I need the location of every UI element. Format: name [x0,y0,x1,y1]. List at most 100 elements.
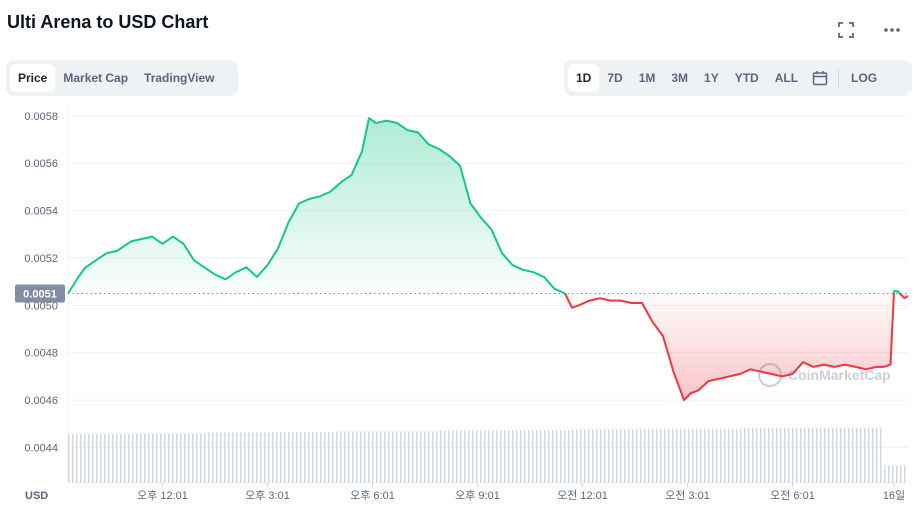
volume-bar [856,427,858,483]
tab-tradingview[interactable]: TradingView [144,71,215,85]
volume-bar [644,428,646,483]
volume-bar [484,430,486,483]
volume-bar [116,433,118,483]
volume-bar [256,432,258,483]
volume-bar [76,433,78,483]
volume-bar [600,429,602,483]
volume-bar [524,430,526,483]
volume-bar [564,430,566,483]
volume-bar [460,430,462,483]
y-tick-label: 0.0050 [24,300,58,312]
volume-bar [80,433,82,483]
volume-bar [292,431,294,483]
y-tick-label: 0.0044 [24,442,58,454]
volume-bar [892,465,894,483]
range-1m[interactable]: 1M [638,71,656,85]
volume-bar [296,431,298,483]
volume-bar [184,433,186,483]
volume-bar [672,428,674,483]
x-tick-label: 오후 3:01 [245,489,290,502]
range-7d[interactable]: 7D [607,71,623,85]
volume-bar [388,431,390,483]
volume-bar [476,430,478,483]
range-ytd[interactable]: YTD [734,71,759,85]
volume-bar [836,427,838,483]
volume-bar [516,430,518,483]
volume-bar [552,430,554,483]
volume-bar [648,428,650,483]
top-actions [834,18,904,42]
range-all[interactable]: ALL [774,71,799,85]
volume-bar [192,433,194,483]
volume-bar [884,465,886,483]
volume-bar [164,433,166,483]
volume-bar [368,431,370,483]
y-tick-label: 0.0058 [24,111,58,123]
volume-bar [280,431,282,483]
volume-bar [832,427,834,483]
x-tick-label: 오후 6:01 [350,489,395,502]
volume-bar [172,433,174,483]
volume-bar [300,431,302,483]
y-tick-label: 0.0054 [24,206,58,218]
range-3m[interactable]: 3M [671,71,689,85]
volume-bar [468,430,470,483]
volume-bar [408,431,410,483]
volume-bar [528,430,530,483]
volume-bar [512,430,514,483]
volume-bar [100,433,102,483]
range-1y[interactable]: 1Y [704,71,719,85]
volume-bar [200,433,202,483]
volume-bar [864,427,866,483]
volume-bar [304,431,306,483]
x-axis: 오후 12:01 오후 3:01 오후 6:01 오후 9:01 오전 12:01 오전 … [25,483,905,502]
volume-bar [156,433,158,483]
tab-market-cap[interactable]: Market Cap [63,71,129,85]
calendar-icon[interactable] [806,64,834,92]
tab-price[interactable]: Price [10,64,56,92]
volume-bar [580,429,582,483]
volume-bar [872,427,874,483]
volume-bar [332,431,334,483]
fullscreen-icon[interactable] [834,18,858,42]
volume-bar [364,431,366,483]
volume-bar [328,431,330,483]
log-toggle[interactable]: LOG [851,71,878,85]
volume-bar [536,430,538,483]
volume-bar [420,431,422,483]
current-price-tag: 0.0051 [15,284,65,303]
volume-bar [744,428,746,483]
volume-bar [244,432,246,483]
volume-bar [204,432,206,483]
volume-bar [768,428,770,483]
volume-bar [240,432,242,483]
volume-bar [548,430,550,483]
volume-bar [432,431,434,483]
volume-bar [696,428,698,483]
volume-bar [148,433,150,483]
volume-bar [496,430,498,483]
volume-bar [732,428,734,483]
volume-bar [656,428,658,483]
volume-bar [464,430,466,483]
y-tick-label: 0.0048 [24,348,58,360]
volume-bar [120,433,122,483]
volume-bar [900,465,902,483]
volume-bar [124,433,126,483]
volume-bar [588,429,590,483]
volume-bar [704,428,706,483]
currency-label: USD [25,490,48,502]
volume-bar [736,428,738,483]
range-1d[interactable]: 1D [568,64,600,92]
volume-bar [840,427,842,483]
volume-bar [772,428,774,483]
more-icon[interactable] [880,18,904,42]
volume-bar [544,430,546,483]
volume-bar [180,433,182,483]
volume-bar [712,428,714,483]
volume-bar [412,431,414,483]
volume-bars [68,427,906,483]
volume-bar [788,428,790,483]
chart-title: Ulti Arena to USD Chart [7,12,209,32]
